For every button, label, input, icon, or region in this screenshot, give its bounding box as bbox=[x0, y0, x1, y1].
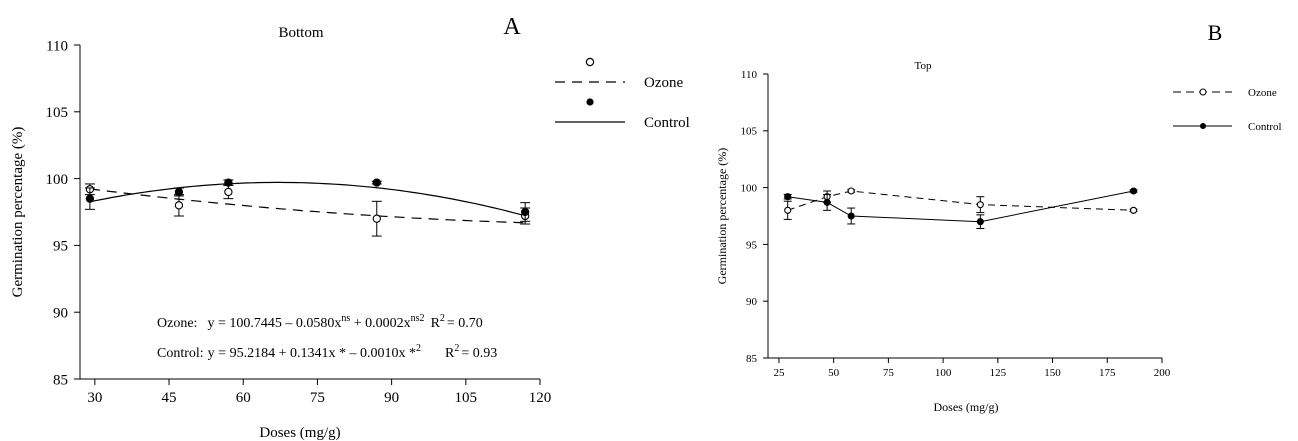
y-tick-label-bottom: 110 bbox=[46, 38, 68, 54]
ozone-point-bottom bbox=[224, 187, 233, 197]
control-point-top bbox=[823, 198, 831, 206]
ozone-point-top bbox=[847, 187, 855, 195]
x-tick-label-bottom: 75 bbox=[310, 390, 325, 406]
control-point-bottom bbox=[521, 207, 530, 217]
y-axis-label-bottom: Germination percentage (%) bbox=[10, 127, 26, 298]
y-tick-label-top: 100 bbox=[741, 182, 758, 194]
chart-bottom: A Bottom 85 90 95 100 105 110 30 45 60 75 90 105 120… bbox=[10, 14, 690, 441]
legend-control-marker bbox=[586, 98, 594, 106]
legend-ozone-marker bbox=[585, 57, 595, 67]
y-axis-label-top: Germination percentage (%) bbox=[715, 148, 729, 285]
marks-top bbox=[783, 187, 1138, 229]
control-point-top bbox=[784, 193, 792, 201]
control-line-top bbox=[787, 190, 1134, 223]
x-tick-label-top: 125 bbox=[990, 367, 1007, 379]
chart-top: B Top 85 90 95 100 105 110 25 50 75 100 125 150 175 2… bbox=[715, 20, 1282, 414]
control-point-bottom bbox=[372, 178, 381, 187]
control-point-bottom bbox=[85, 194, 95, 203]
ozone-point-top bbox=[784, 206, 792, 214]
y-tick-label-bottom: 100 bbox=[46, 172, 69, 188]
x-tick-label-top: 75 bbox=[883, 367, 895, 379]
x-tick-label-bottom: 90 bbox=[384, 390, 399, 406]
chart-title-bottom: Bottom bbox=[278, 25, 323, 41]
ozone-point-bottom bbox=[174, 201, 184, 210]
control-equation: Control: y = 95.2184 + 0.1341x * – 0.0010… bbox=[157, 343, 497, 361]
control-point-bottom bbox=[174, 187, 184, 197]
control-point-bottom bbox=[224, 178, 233, 187]
x-tick-label-top: 200 bbox=[1154, 367, 1171, 379]
y-tick-label-top: 90 bbox=[746, 296, 758, 308]
ozone-point-bottom bbox=[372, 214, 381, 223]
control-point-top bbox=[847, 212, 855, 220]
x-tick-label-top: 25 bbox=[773, 367, 785, 379]
legend-bottom: Ozone Control bbox=[555, 57, 690, 131]
legend-control-label: Control bbox=[644, 115, 690, 131]
y-tick-label-top: 95 bbox=[746, 239, 758, 251]
y-tick-label-bottom: 85 bbox=[53, 372, 68, 388]
x-tick-label-bottom: 45 bbox=[162, 390, 177, 406]
legend-control-marker-top bbox=[1200, 123, 1206, 129]
y-tick-label-top: 110 bbox=[741, 69, 758, 81]
x-tick-label-top: 100 bbox=[935, 367, 952, 379]
x-tick-label-top: 150 bbox=[1044, 367, 1061, 379]
x-tick-label-top: 50 bbox=[828, 367, 840, 379]
x-axis-label-bottom: Doses (mg/g) bbox=[259, 425, 340, 441]
y-tick-label-bottom: 105 bbox=[46, 105, 69, 121]
legend-top: Ozone Control bbox=[1173, 87, 1282, 133]
legend-ozone-marker-top bbox=[1199, 88, 1207, 96]
x-tick-label-bottom: 30 bbox=[87, 390, 102, 406]
x-tick-label-bottom: 120 bbox=[529, 390, 552, 406]
panel-label-b: B bbox=[1208, 20, 1223, 45]
ozone-line-top bbox=[787, 190, 1134, 211]
x-tick-label-bottom: 105 bbox=[455, 390, 478, 406]
axes-bottom: 85 90 95 100 105 110 30 45 60 75 90 105 120 bbox=[46, 38, 552, 406]
y-tick-label-bottom: 90 bbox=[53, 305, 68, 321]
ozone-equation: Ozone: y = 100.7445 – 0.0580xns + 0.0002x… bbox=[157, 313, 483, 331]
x-axis-label-top: Doses (mg/g) bbox=[934, 400, 999, 414]
panel-label-a: A bbox=[503, 14, 521, 40]
y-tick-label-bottom: 95 bbox=[53, 239, 68, 255]
control-line-bottom bbox=[89, 181, 526, 217]
y-tick-label-top: 105 bbox=[741, 126, 758, 138]
axes-top: 85 90 95 100 105 110 25 50 75 100 125 150 175 200 bbox=[741, 69, 1171, 379]
control-point-top bbox=[976, 218, 984, 226]
y-tick-label-top: 85 bbox=[746, 353, 758, 365]
ozone-point-top bbox=[1129, 206, 1138, 214]
ozone-point-top bbox=[976, 201, 984, 209]
legend-ozone-label-top: Ozone bbox=[1248, 87, 1277, 99]
control-point-top bbox=[1129, 187, 1138, 195]
marks-bottom bbox=[84, 178, 531, 237]
legend-ozone-label: Ozone bbox=[644, 75, 683, 91]
chart-title-top: Top bbox=[915, 60, 932, 72]
x-tick-label-top: 175 bbox=[1099, 367, 1116, 379]
legend-control-label-top: Control bbox=[1248, 121, 1282, 133]
ozone-line-bottom bbox=[89, 188, 526, 224]
x-tick-label-bottom: 60 bbox=[236, 390, 251, 406]
